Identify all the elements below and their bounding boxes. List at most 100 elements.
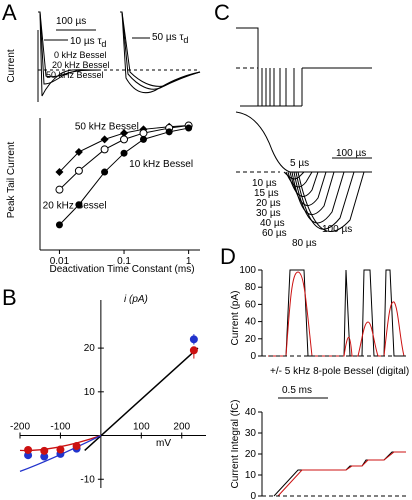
duration-20: 20 µs <box>256 198 281 209</box>
panel-a-point-filled <box>185 124 193 132</box>
panel-d-integral-filtered <box>277 451 406 497</box>
legend-50khz: 50 kHz Bessel <box>46 70 104 80</box>
panel-d-top-ytick-label: 80 <box>245 282 257 293</box>
panel-d-top-ytick-label: 40 <box>245 317 257 328</box>
panel-b-xlabel: mV <box>156 438 171 449</box>
panel-a-ylabel: Peak Tail Current <box>6 142 17 219</box>
panel-a-point-diamond <box>120 129 129 138</box>
panel-d-current-chart: Current (pA) +/- 5 kHz 8-pole Bessel (di… <box>230 265 409 399</box>
panel-c-command-top <box>236 27 259 107</box>
panel-b-xtick-label: -100 <box>50 422 70 433</box>
panel-a-traces: Current 100 µs 10 µs τd 50 µs τd 0 kHz B… <box>6 11 201 102</box>
panel-b-ytick-label: 10 <box>84 387 96 398</box>
trace-0khz <box>38 11 101 97</box>
panel-a-point-diamond <box>100 135 109 144</box>
panel-d-bottom-ylabel: Current Integral (fC) <box>230 400 241 489</box>
panel-a-series-label: 20 kHz Bessel <box>43 201 107 212</box>
panel-b-xtick-label: 100 <box>133 422 150 433</box>
panel-d-top-ytick-label: 100 <box>239 265 256 276</box>
panel-c-dip-5 <box>291 171 335 216</box>
panel-b-point-red <box>189 346 198 355</box>
trace-right-b <box>120 11 201 90</box>
duration-100: 100 µs <box>322 224 352 235</box>
panel-a-point-filled <box>165 128 173 136</box>
panel-a-tau-left: 10 µs τd <box>70 36 106 49</box>
panel-d-bottom-ytick-label: 10 <box>245 470 257 481</box>
panel-d-bottom-ytick-label: 40 <box>245 407 257 418</box>
panel-d-integral-chart: Current Integral (fC) 40 30 20 10 0 <box>230 400 406 500</box>
panel-a-xlabel: Deactivation Time Constant (ms) <box>49 264 194 275</box>
duration-60: 60 µs <box>262 228 287 239</box>
panel-d-top-ytick-label: 60 <box>245 299 257 310</box>
panel-a-point-filled <box>75 201 83 209</box>
panel-b-point-blue <box>189 335 198 344</box>
panel-b-iv-chart: i (pA) mV -200 -100 100 200 20 10 -10 <box>10 294 206 488</box>
panel-a-point-diamond <box>55 168 64 177</box>
panel-a-tau-right: 50 µs τd <box>152 32 188 45</box>
panel-b-point-blue <box>40 452 49 461</box>
panel-b-point-red <box>56 445 65 454</box>
panel-a-xtick-label: 0.01 <box>50 256 70 267</box>
panel-d-scalebar-label: 0.5 ms <box>282 385 312 396</box>
panel-a-point-open <box>55 185 64 194</box>
panel-b-xtick-label: -200 <box>10 422 30 433</box>
panel-d-top-ytick-label: 0 <box>250 351 256 362</box>
panel-d-bottom-ytick-label: 20 <box>245 449 257 460</box>
panel-c-dip-7 <box>295 171 355 230</box>
panel-b-ytick-label: 20 <box>84 343 96 354</box>
duration-40: 40 µs <box>260 218 285 229</box>
panel-letter-a: A <box>2 0 17 25</box>
panel-a-xtick-label: 0.1 <box>117 256 131 267</box>
panel-d-top-ylabel: Current (pA) <box>230 290 241 345</box>
panel-a-point-filled <box>55 221 63 229</box>
panel-d-bottom-ytick-label: 0 <box>250 491 256 500</box>
duration-10: 10 µs <box>252 178 277 189</box>
panel-c-steps <box>258 67 372 107</box>
duration-80: 80 µs <box>292 238 317 249</box>
panel-a-peak-chart: Peak Tail Current Deactivation Time Cons… <box>6 118 200 275</box>
legend-0khz: 0 kHz Bessel <box>54 50 107 60</box>
panel-letter-d: D <box>220 244 236 269</box>
panel-b-ytick-label: -10 <box>80 474 95 485</box>
panel-c-dip-2 <box>285 171 313 188</box>
panel-c-scalebar-label: 100 µs <box>336 148 366 159</box>
panel-a-point-open <box>139 129 148 138</box>
panel-a-point-filled <box>139 135 147 143</box>
panel-d-top-ytick-label: 20 <box>245 334 257 345</box>
panel-b-point-red <box>40 446 49 455</box>
panel-c-dip-3 <box>287 171 319 197</box>
panel-c-decay <box>235 111 372 173</box>
panel-a-series-label: 10 kHz Bessel <box>129 159 193 170</box>
panel-letter-c: C <box>214 0 230 25</box>
panel-b-blue-fit <box>19 434 102 472</box>
panel-a-point-open <box>100 145 109 154</box>
panel-a-point-open <box>74 166 83 175</box>
panel-a-series-label: 50 kHz Bessel <box>75 121 139 132</box>
panel-b-point-red <box>24 445 33 454</box>
panel-c-inner-label: 5 µs <box>290 158 309 169</box>
panel-c-dip-8 <box>297 171 365 232</box>
panel-a-point-filled <box>101 168 109 176</box>
panel-letter-b: B <box>2 285 17 310</box>
panel-a-scalebar-label: 100 µs <box>56 16 86 27</box>
trace-right-c <box>120 11 201 87</box>
duration-30: 30 µs <box>256 208 281 219</box>
panel-b-xtick-label: 200 <box>173 422 190 433</box>
panel-c-traces: 100 µs 5 µs 10 µs 15 µs 20 µs 30 µs 40 µ… <box>235 27 372 249</box>
panel-d-filtered-trace <box>268 271 406 357</box>
panel-b-ylabel: i (pA) <box>124 294 148 305</box>
legend-20khz: 20 kHz Bessel <box>52 60 110 70</box>
duration-15: 15 µs <box>254 188 279 199</box>
panel-a-xtick-label: 1 <box>186 256 192 267</box>
panel-b-point-red <box>72 442 81 451</box>
panel-b-linear-fit <box>84 347 199 451</box>
trace-right-a <box>120 11 201 94</box>
panel-a-point-filled <box>120 149 128 157</box>
panel-a-point-open <box>120 135 129 144</box>
panel-a-top-ylabel: Current <box>6 49 17 83</box>
panel-d-caption: +/- 5 kHz 8-pole Bessel (digital) <box>270 366 409 377</box>
panel-d-bottom-ytick-label: 30 <box>245 428 257 439</box>
panel-a-point-diamond <box>74 147 83 156</box>
panel-c-dip-6 <box>293 171 345 224</box>
